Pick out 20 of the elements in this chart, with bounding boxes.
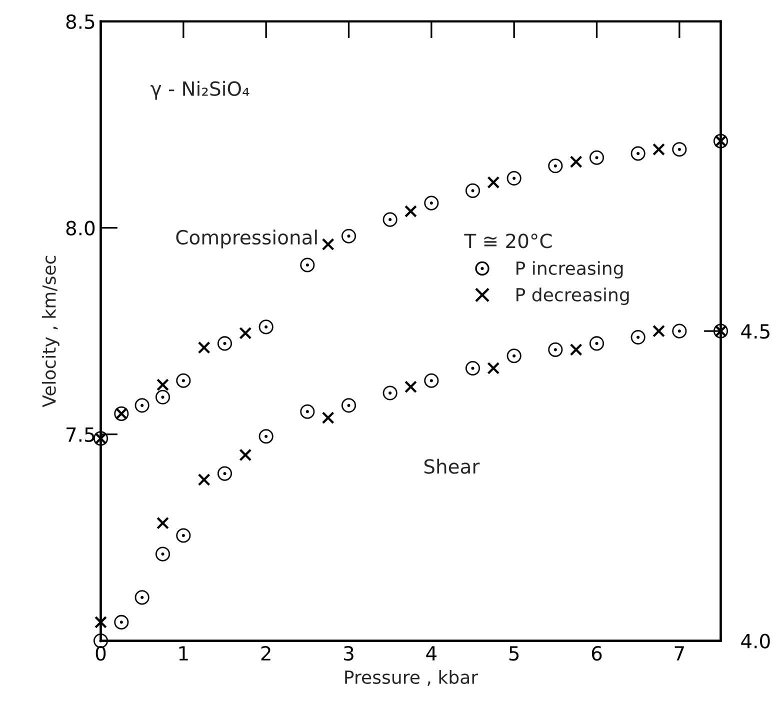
x-tick-label: 3	[344, 646, 354, 661]
y-axis-title: Velocity , km/sec	[42, 256, 60, 408]
legend-label: P decreasing	[516, 288, 629, 306]
x-tick-label: 4	[426, 646, 437, 660]
y-tick-label: 7.5	[66, 428, 94, 442]
y-tick-label: 8.0	[66, 220, 95, 236]
annotation: γ - Ni₂SiO₄	[150, 80, 250, 100]
x-tick-label: 6	[592, 646, 602, 661]
x-axis-title: Pressure , kbar	[345, 670, 478, 686]
y2-tick-label: 4.5	[741, 324, 770, 339]
x-tick-label: 5	[509, 646, 519, 661]
y-tick-label: 8.5	[66, 14, 94, 30]
legend-title: T ≅ 20°C	[464, 234, 552, 248]
legend-label: P increasing	[516, 261, 623, 279]
annotation: Shear	[424, 458, 480, 474]
annotation: Compressional	[176, 230, 317, 248]
y2-tick-label: 4.0	[741, 634, 770, 648]
x-tick-label: 2	[261, 646, 270, 660]
x-tick-label: 1	[179, 646, 188, 660]
x-tick-label: 7	[674, 646, 684, 660]
